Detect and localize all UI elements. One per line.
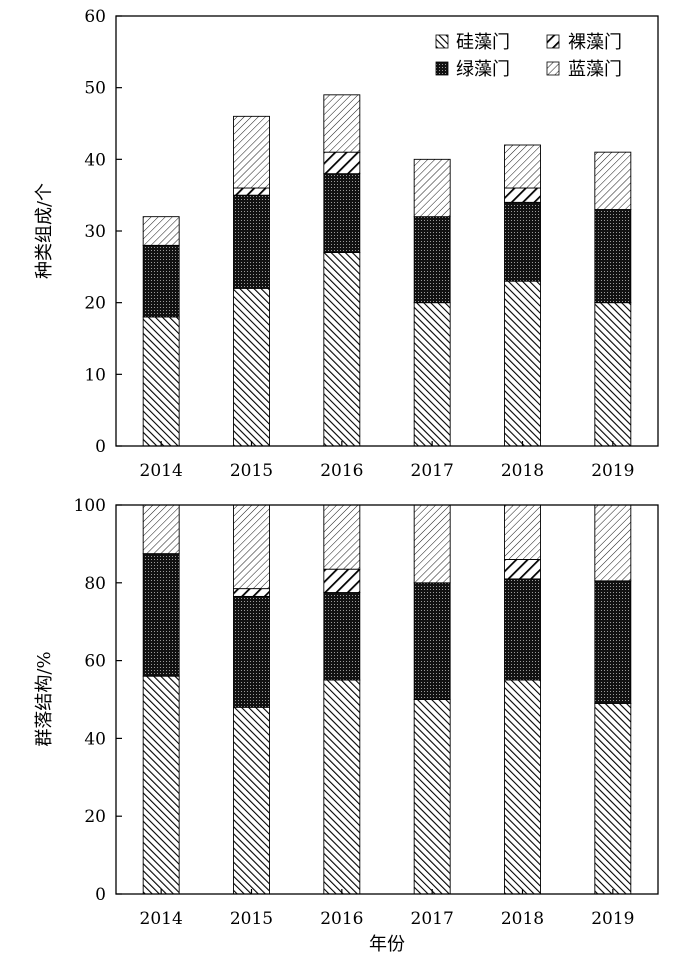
bar-segment-cyanobacteria-2019 <box>594 504 632 582</box>
legend: 硅藻门 裸藻门 绿藻门 蓝藻门 <box>435 32 622 80</box>
bar-segment-euglena-2018 <box>504 559 541 580</box>
legend-item-diatom: 硅藻门 <box>435 32 510 53</box>
x-tick-label: 2018 <box>501 909 544 929</box>
bar-segment-cyanobacteria-2018 <box>504 144 541 189</box>
bar-segment-diatom-2015 <box>233 287 270 447</box>
x-tick-label: 2017 <box>411 461 454 481</box>
bar-segment-cyanobacteria-2015 <box>233 115 270 189</box>
x-tick-label: 2015 <box>230 909 273 929</box>
bar-segment-diatom-2015 <box>233 706 270 895</box>
bar-segment-diatom-2018 <box>504 280 541 447</box>
bar-segment-green-algae-2016 <box>323 173 361 253</box>
legend-label: 蓝藻门 <box>568 59 622 80</box>
y-ticks: 0 10 20 30 40 50 60 <box>84 7 122 457</box>
bar-segment-euglena-2016 <box>323 151 361 175</box>
legend-item-cyanobacteria: 蓝藻门 <box>546 59 622 80</box>
bar-segment-euglena-2015 <box>233 187 270 196</box>
y-tick-label: 100 <box>74 496 106 516</box>
x-tick-label: 2015 <box>230 461 273 481</box>
legend-item-green-algae: 绿藻门 <box>435 59 510 80</box>
bar-segment-cyanobacteria-2018 <box>504 504 541 560</box>
x-tick-label: 2019 <box>591 909 634 929</box>
bar-segment-cyanobacteria-2016 <box>323 504 361 570</box>
bar-segment-green-algae-2016 <box>323 592 361 681</box>
y-tick-label: 0 <box>95 437 106 457</box>
bar-segment-cyanobacteria-2015 <box>233 504 270 590</box>
y-tick-label: 20 <box>84 807 106 827</box>
bar-segment-cyanobacteria-2014 <box>142 216 180 246</box>
y-axis-label: 群落结构/% <box>34 651 55 746</box>
bar-segment-diatom-2019 <box>594 302 632 447</box>
x-tick-label: 2019 <box>591 461 634 481</box>
bar-segment-cyanobacteria-2017 <box>413 504 451 584</box>
bar-segment-green-algae-2015 <box>233 595 270 708</box>
bar-segment-cyanobacteria-2017 <box>413 158 451 218</box>
bar-segment-green-algae-2017 <box>413 216 451 304</box>
x-ticks: 2014 2015 2016 2017 2018 2019 <box>140 889 634 929</box>
bar-segment-green-algae-2014 <box>142 244 180 318</box>
y-tick-label: 0 <box>95 885 106 905</box>
legend-item-euglena: 裸藻门 <box>546 32 622 53</box>
x-tick-label: 2014 <box>140 909 183 929</box>
y-tick-label: 30 <box>84 222 106 242</box>
bar-segment-cyanobacteria-2016 <box>323 94 361 153</box>
bar-segment-cyanobacteria-2019 <box>594 151 632 210</box>
y-tick-label: 20 <box>84 294 106 314</box>
bar-segment-diatom-2014 <box>142 316 180 447</box>
y-ticks: 0 20 40 60 80 100 <box>74 496 122 905</box>
bar-segment-euglena-2018 <box>504 187 541 203</box>
bar-segment-green-algae-2015 <box>233 194 270 289</box>
x-tick-label: 2016 <box>320 909 363 929</box>
x-ticks: 2014 2015 2016 2017 2018 2019 <box>140 441 634 481</box>
legend-swatch <box>435 34 449 49</box>
bar-segment-green-algae-2014 <box>142 553 180 677</box>
bar-group <box>142 504 632 895</box>
legend-swatch <box>546 61 560 76</box>
bar-segment-diatom-2016 <box>323 679 361 895</box>
legend-label: 硅藻门 <box>456 32 510 53</box>
y-tick-label: 60 <box>84 7 106 27</box>
legend-swatch <box>435 61 449 76</box>
bar-segment-diatom-2014 <box>142 675 180 895</box>
bar-segment-cyanobacteria-2014 <box>142 504 180 555</box>
y-tick-label: 60 <box>84 652 106 672</box>
x-tick-label: 2014 <box>140 461 183 481</box>
y-tick-label: 40 <box>84 150 106 170</box>
chart-community-structure: 群落结构/% 0 20 40 60 80 100 2014 2015 2016 2017 2018… <box>34 496 659 955</box>
x-tick-label: 2016 <box>320 461 363 481</box>
y-tick-label: 10 <box>84 365 106 385</box>
y-axis-label: 种类组成/个 <box>34 183 55 279</box>
bar-segment-diatom-2017 <box>413 302 451 447</box>
legend-swatch <box>546 34 560 49</box>
legend-label: 绿藻门 <box>456 59 510 80</box>
bar-segment-green-algae-2018 <box>504 201 541 282</box>
x-tick-label: 2018 <box>501 461 544 481</box>
plot-frame <box>115 15 659 447</box>
bar-segment-diatom-2019 <box>594 702 632 895</box>
y-tick-label: 40 <box>84 729 106 749</box>
y-tick-label: 80 <box>84 574 106 594</box>
bar-segment-green-algae-2018 <box>504 578 541 681</box>
bar-segment-green-algae-2017 <box>413 582 451 700</box>
bar-segment-green-algae-2019 <box>594 580 632 704</box>
bar-segment-euglena-2016 <box>323 568 361 593</box>
bar-segment-green-algae-2019 <box>594 209 632 304</box>
bar-group <box>142 94 632 447</box>
bar-segment-diatom-2018 <box>504 679 541 895</box>
bar-segment-euglena-2015 <box>233 588 270 597</box>
plot-frame <box>115 504 659 895</box>
x-tick-label: 2017 <box>411 909 454 929</box>
legend-label: 裸藻门 <box>568 32 622 53</box>
bar-segment-diatom-2016 <box>323 252 361 447</box>
x-axis-label: 年份 <box>369 934 405 955</box>
y-tick-label: 50 <box>84 79 106 99</box>
bar-segment-diatom-2017 <box>413 699 451 895</box>
